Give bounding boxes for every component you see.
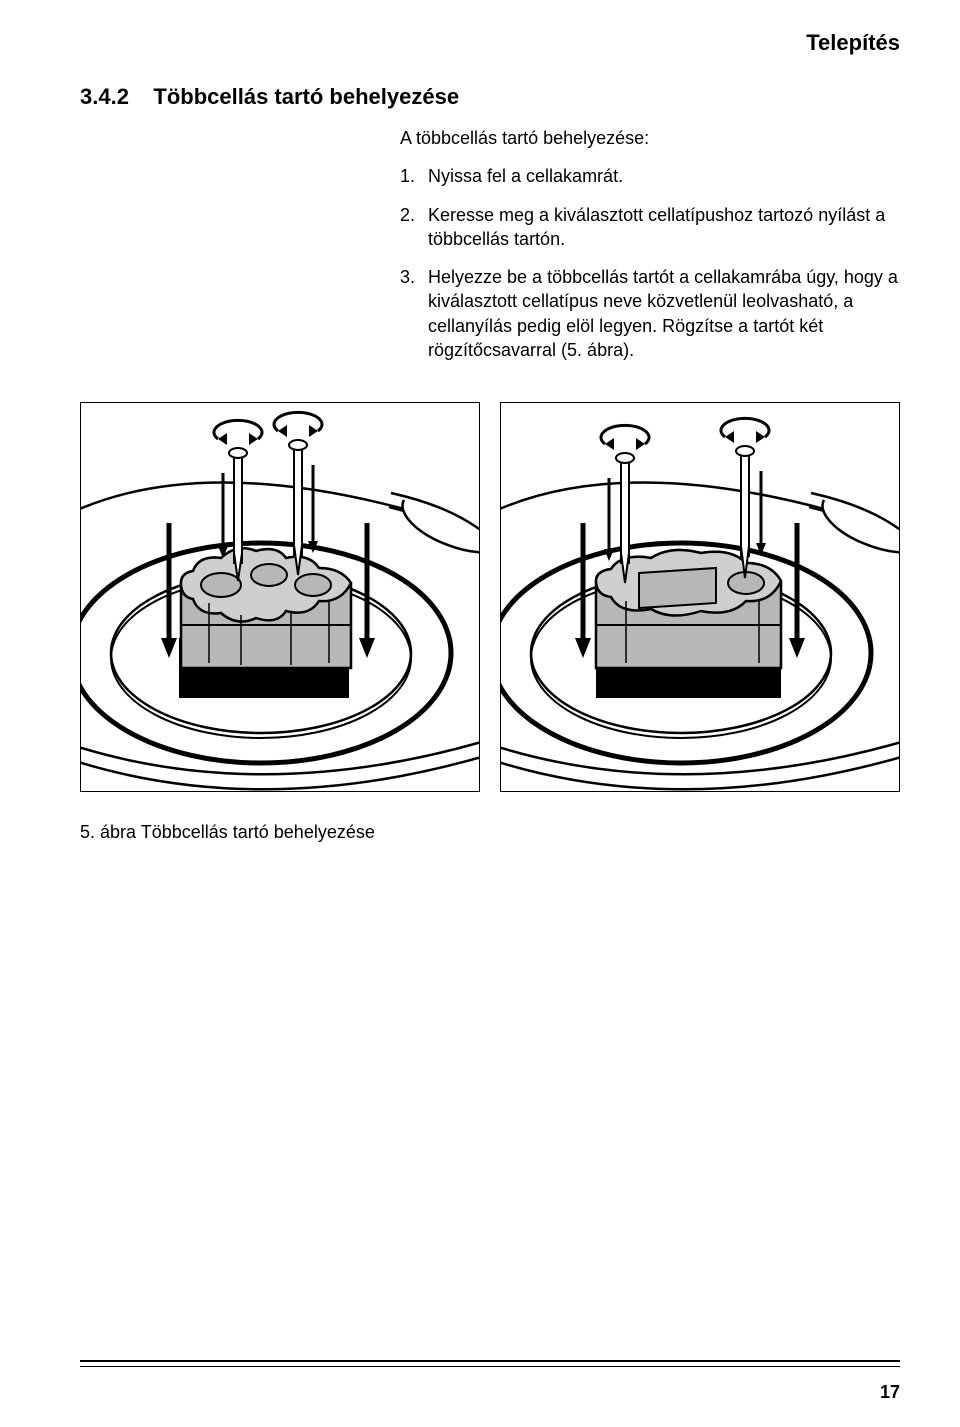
section-title: 3.4.2 Többcellás tartó behelyezése	[80, 84, 900, 110]
step-item: 3. Helyezze be a többcellás tartót a cel…	[400, 265, 900, 362]
page-number: 17	[880, 1382, 900, 1403]
section-number: 3.4.2	[80, 84, 129, 109]
step-number: 1.	[400, 164, 428, 188]
assembly-diagram-icon	[81, 403, 480, 792]
section-heading: Többcellás tartó behelyezése	[153, 84, 459, 109]
step-number: 2.	[400, 203, 428, 252]
step-item: 2. Keresse meg a kiválasztott cellatípus…	[400, 203, 900, 252]
step-text: Helyezze be a többcellás tartót a cellak…	[428, 265, 900, 362]
step-text: Nyissa fel a cellakamrát.	[428, 164, 900, 188]
footer-rule	[80, 1360, 900, 1367]
figure-row	[80, 402, 900, 792]
page: Telepítés 3.4.2 Többcellás tartó behelye…	[0, 0, 960, 1427]
intro-text: A többcellás tartó behelyezése:	[400, 126, 900, 150]
steps-list: 1. Nyissa fel a cellakamrát. 2. Keresse …	[400, 164, 900, 362]
body-block: A többcellás tartó behelyezése: 1. Nyiss…	[400, 126, 900, 362]
figure-panel-2	[500, 402, 900, 792]
step-item: 1. Nyissa fel a cellakamrát.	[400, 164, 900, 188]
figure-panel-1	[80, 402, 480, 792]
assembly-diagram-icon	[501, 403, 900, 792]
chapter-header: Telepítés	[80, 30, 900, 56]
figure-caption: 5. ábra Többcellás tartó behelyezése	[80, 822, 900, 843]
step-text: Keresse meg a kiválasztott cellatípushoz…	[428, 203, 900, 252]
step-number: 3.	[400, 265, 428, 362]
